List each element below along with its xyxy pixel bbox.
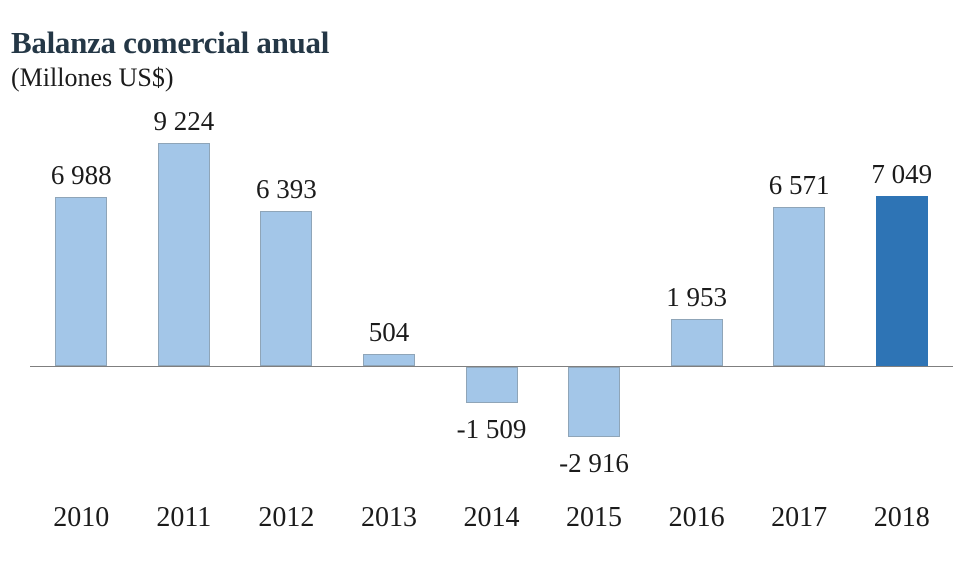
- category-label-2014: 2014: [463, 502, 520, 533]
- category-label-2017: 2017: [771, 502, 828, 533]
- bar-2016: [670, 319, 723, 366]
- category-label-2016: 2016: [668, 502, 725, 533]
- bar-2014: [465, 367, 518, 403]
- bar-2011: [157, 143, 210, 366]
- bar-2013: [362, 354, 415, 366]
- value-label-2016: 1 953: [666, 282, 727, 312]
- value-label-2018: 7 049: [871, 159, 933, 189]
- category-label-2011: 2011: [156, 502, 212, 533]
- chart-subtitle: (Millones US$): [11, 63, 174, 92]
- value-label-2014: -1 509: [456, 414, 527, 444]
- category-label-2013: 2013: [360, 502, 417, 533]
- bar-2017: [773, 207, 826, 366]
- value-label-2017: 6 571: [768, 170, 830, 200]
- value-label-2011: 9 224: [153, 106, 215, 136]
- bar-2018: [875, 196, 928, 366]
- category-label-2018: 2018: [873, 502, 930, 533]
- value-label-2015: -2 916: [559, 448, 629, 478]
- category-label-2010: 2010: [53, 502, 110, 533]
- value-label-2012: 6 393: [256, 174, 317, 204]
- x-axis-line: [30, 366, 953, 367]
- value-label-2010: 6 988: [50, 160, 112, 190]
- bar-2015: [568, 367, 621, 437]
- bar-2012: [260, 211, 313, 366]
- bar-2010: [55, 197, 108, 366]
- category-label-2012: 2012: [258, 502, 315, 533]
- value-label-2013: 504: [368, 317, 410, 347]
- chart-title: Balanza comercial anual: [11, 25, 330, 60]
- category-label-2015: 2015: [566, 502, 623, 533]
